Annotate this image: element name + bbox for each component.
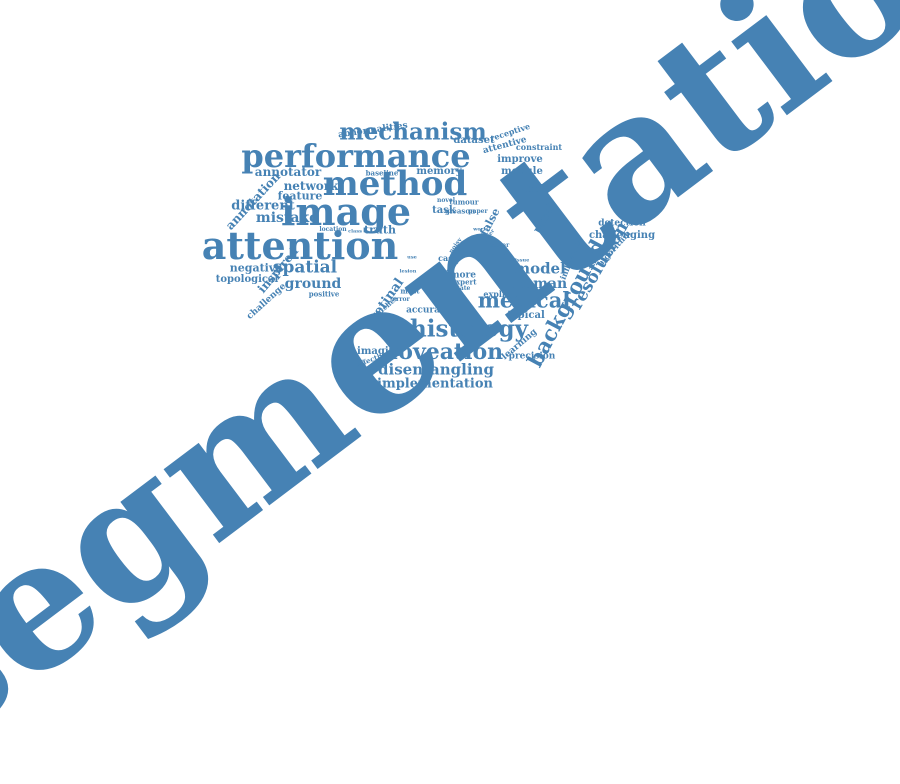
cloud-word-method: method (322, 164, 468, 204)
cloud-word-network: network (283, 179, 339, 193)
cloud-word-feature: feature (277, 189, 323, 203)
cloud-word-medical: medical (477, 287, 571, 313)
cloud-word-model: model (514, 259, 566, 278)
cloud-word-better: better (488, 242, 510, 249)
cloud-word-imaging: imaging (357, 346, 403, 357)
cloud-word-case: case (438, 253, 458, 263)
cloud-word-negative: negative (229, 261, 283, 275)
cloud-word-disentangling: disentangling (378, 360, 494, 379)
cloud-word-memory: memory (416, 166, 462, 177)
cloud-word-topological: topological (215, 274, 279, 285)
cloud-word-paper: paper (468, 208, 488, 215)
cloud-word-task: task (432, 205, 456, 216)
cloud-word-dataset: dataset (453, 135, 495, 146)
cloud-word-expert: expert (451, 277, 477, 287)
cloud-word-module: module (501, 166, 543, 177)
cloud-word-positive: positive (308, 289, 340, 299)
cloud-word-challenging: challenging (588, 230, 656, 241)
cloud-word-most: most (400, 286, 420, 296)
cloud-word-annotator: annotator (254, 165, 322, 179)
cloud-word-location: location (319, 226, 347, 233)
cloud-word-baseline: baseline (365, 168, 399, 178)
cloud-word-constraint: constraint (515, 142, 563, 152)
cloud-word-human: human (512, 276, 568, 292)
cloud-word-typical: typical (507, 310, 545, 321)
cloud-word-improve: improve (497, 154, 543, 165)
cloud-word-error: error (392, 296, 410, 303)
cloud-word-precision: precision (508, 351, 556, 362)
cloud-word-state: state (453, 285, 471, 292)
cloud-word-detection: detection (598, 218, 646, 229)
cloud-word-label: label (516, 184, 544, 195)
cloud-word-lesion: lesion (399, 268, 417, 275)
cloud-word-tissue: tissue (512, 257, 530, 264)
cloud-word-range: range (488, 250, 512, 260)
cloud-word-accurate: accurate (406, 305, 450, 316)
cloud-word-gleason: gleason (444, 206, 476, 216)
cloud-word-implementation: implementation (377, 376, 493, 392)
cloud-word-use: use (407, 254, 417, 261)
cloud-word-more: more (450, 270, 476, 281)
cloud-word-ground: ground (284, 276, 342, 292)
cloud-word-mechanism: mechanism (339, 118, 487, 146)
cloud-word-histology: histology (410, 315, 528, 343)
cloud-word-tumour: tumour (449, 197, 479, 207)
cloud-word-spatial: spatial (272, 257, 338, 278)
cloud-word-class: class (348, 228, 362, 235)
cloud-word-work: work (473, 226, 487, 233)
cloud-word-performance: performance (241, 137, 471, 175)
cloud-word-mistake: mistake (255, 210, 319, 226)
cloud-word-novel: novel (437, 197, 455, 204)
cloud-word-different: different (231, 198, 295, 214)
cloud-word-truth: truth (364, 223, 396, 237)
cloud-word-foveation: foveation (388, 339, 504, 365)
cloud-word-image: image (280, 189, 412, 234)
cloud-word-area: area (453, 246, 471, 256)
cloud-word-attention: attention (201, 223, 399, 268)
cloud-word-explicit: explicit (483, 289, 517, 299)
